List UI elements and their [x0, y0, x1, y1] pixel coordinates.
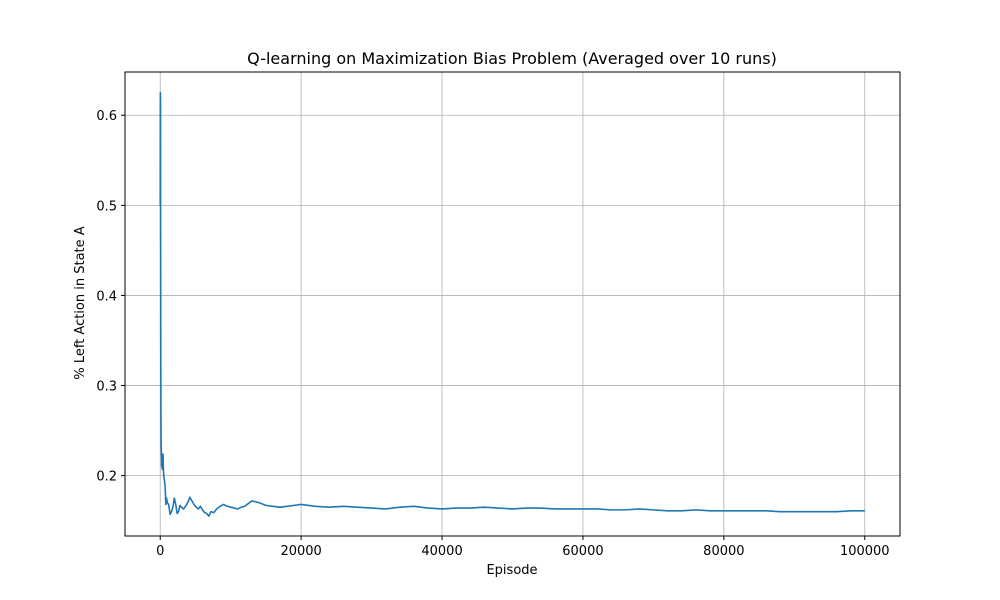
- y-tick-label: 0.2: [96, 470, 117, 485]
- y-tick-label: 0.6: [96, 109, 117, 124]
- y-axis-label: % Left Action in State A: [73, 226, 88, 379]
- chart-title: Q-learning on Maximization Bias Problem …: [247, 49, 777, 68]
- x-tick-label: 80000: [703, 544, 744, 559]
- grid: [125, 72, 900, 536]
- x-tick-label: 100000: [840, 544, 890, 559]
- y-tick-label: 0.3: [96, 380, 117, 395]
- x-tick-label: 20000: [280, 544, 321, 559]
- series-line: [159, 91, 865, 517]
- x-tick-label: 40000: [421, 544, 462, 559]
- x-tick-label: 0: [156, 544, 164, 559]
- x-axis-label: Episode: [486, 563, 537, 578]
- x-tick-label: 60000: [562, 544, 603, 559]
- y-tick-label: 0.5: [96, 199, 117, 214]
- y-tick-label: 0.4: [96, 289, 117, 304]
- y-axis: 0.2 0.3 0.4 0.5 0.6: [96, 109, 125, 485]
- plot-frame: [124, 71, 901, 537]
- series-layer: [159, 91, 865, 517]
- x-axis: 0 20000 40000 60000 80000 100000: [156, 536, 890, 559]
